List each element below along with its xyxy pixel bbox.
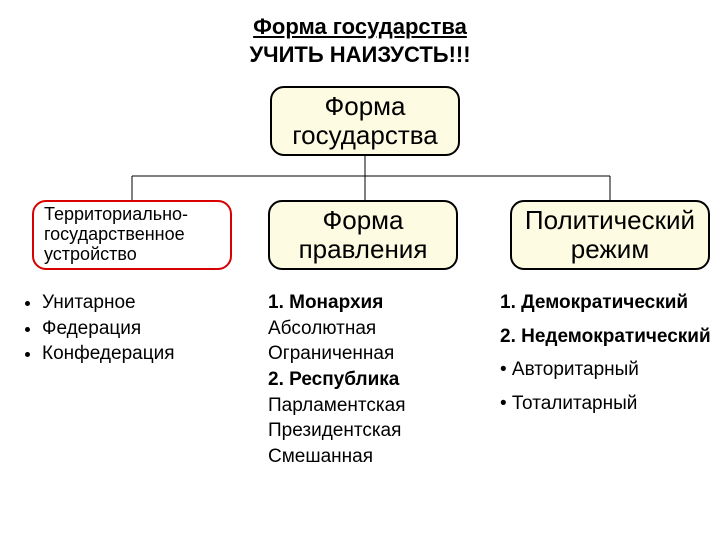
child-node-political-regime: Политический режим	[510, 200, 710, 270]
column-regime-list: 1. Демократический 2. Недемократический …	[500, 290, 720, 417]
text-line: Ограниченная	[268, 341, 468, 367]
list-item: Унитарное	[42, 290, 242, 316]
child2-line1: Форма	[322, 206, 403, 235]
text-line: 1. Демократический	[500, 290, 720, 316]
child-node-government-form: Форма правления	[268, 200, 458, 270]
column-territorial-list: Унитарное Федерация Конфедерация	[22, 290, 242, 367]
page-title: Форма государства	[0, 14, 720, 40]
child-node-territorial: Территориально- государственное устройст…	[32, 200, 232, 270]
child1-line1: Территориально-	[44, 205, 188, 225]
root-line2: государства	[292, 121, 438, 150]
text-line: 2. Республика	[268, 367, 468, 393]
text-line: 1. Монархия	[268, 290, 468, 316]
child1-line2: государственное	[44, 225, 185, 245]
text-line: Президентская	[268, 418, 468, 444]
list-item: Федерация	[42, 316, 242, 342]
text-line: • Авторитарный	[500, 357, 720, 383]
child2-line2: правления	[299, 235, 428, 264]
header: Форма государства УЧИТЬ НАИЗУСТЬ!!!	[0, 0, 720, 68]
text-line: Смешанная	[268, 444, 468, 470]
child3-line1: Политический	[525, 206, 695, 235]
text-line: Абсолютная	[268, 316, 468, 342]
text-line: 2. Недемократический	[500, 324, 720, 350]
child1-line3: устройство	[44, 245, 137, 265]
column-government-list: 1. Монархия Абсолютная Ограниченная 2. Р…	[268, 290, 468, 469]
root-node: Форма государства	[270, 86, 460, 156]
text-line: • Тоталитарный	[500, 391, 720, 417]
list-item: Конфедерация	[42, 341, 242, 367]
child3-line2: режим	[571, 235, 649, 264]
page-subtitle: УЧИТЬ НАИЗУСТЬ!!!	[0, 42, 720, 68]
root-line1: Форма	[324, 92, 405, 121]
text-line: Парламентская	[268, 393, 468, 419]
